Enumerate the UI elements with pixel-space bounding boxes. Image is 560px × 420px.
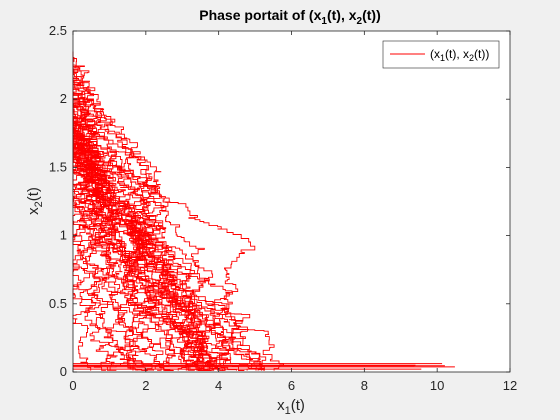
x-ticks: 0 2 4 6 8 10 12	[69, 31, 517, 393]
y-tick-label: 2	[60, 91, 67, 106]
chart-title: Phase portait of (x1(t), x2(t))	[199, 7, 380, 27]
y-tick-label: 0.5	[49, 296, 67, 311]
legend: (x1(t), x2(t))	[382, 40, 500, 69]
y-tick-label: 1	[60, 228, 67, 243]
legend-entry-label: (x1(t), x2(t))	[430, 47, 489, 63]
x-tick-label: 0	[69, 378, 76, 393]
y-axis-label: x2(t)	[25, 187, 45, 215]
trajectory-line	[72, 56, 218, 371]
x-tick-label: 6	[288, 378, 295, 393]
trajectory-line	[72, 54, 230, 371]
y-ticks: 0 0.5 1 1.5 2 2.5	[49, 23, 510, 379]
x-tick-label: 10	[430, 378, 444, 393]
x-axis-label: x1(t)	[277, 397, 305, 417]
x-tick-label: 8	[361, 378, 368, 393]
trajectory-line	[72, 54, 218, 371]
x-tick-label: 4	[215, 378, 222, 393]
x-tick-label: 12	[503, 378, 517, 393]
y-tick-label: 1.5	[49, 159, 67, 174]
y-tick-label: 2.5	[49, 23, 67, 38]
trajectory-line	[72, 52, 257, 371]
x-tick-label: 2	[142, 378, 149, 393]
y-tick-label: 0	[60, 364, 67, 379]
trajectory-line	[72, 57, 165, 371]
